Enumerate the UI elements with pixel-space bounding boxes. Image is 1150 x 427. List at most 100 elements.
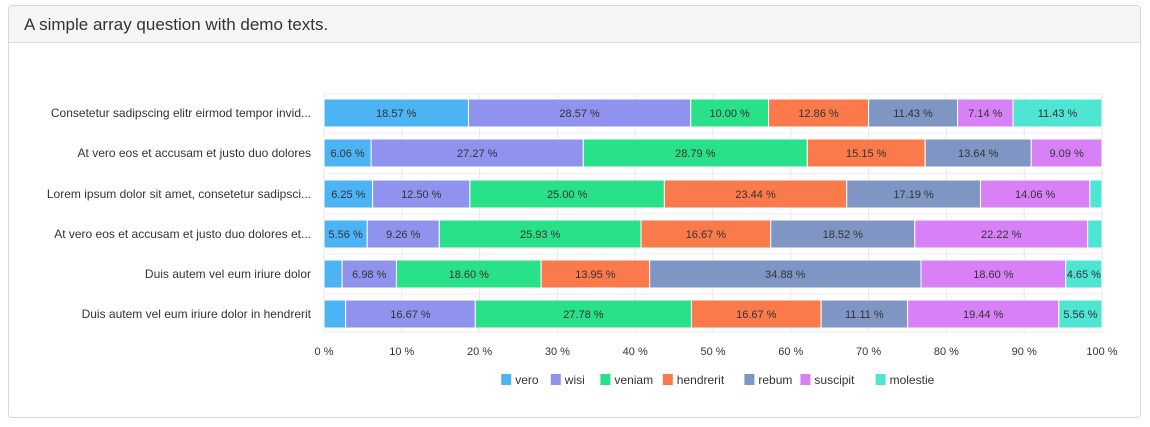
legend-swatch	[501, 374, 512, 385]
bar-segment	[582, 138, 808, 168]
x-tick-label: 70 %	[856, 346, 881, 358]
data-label: 4.65 %	[1067, 269, 1101, 281]
data-label: 5.56 %	[1063, 309, 1097, 321]
data-label: 10.00 %	[709, 108, 750, 120]
data-label: 23.44 %	[735, 189, 776, 201]
bar-segment	[649, 259, 922, 289]
data-label: 18.57 %	[376, 108, 417, 120]
category-label: Duis autem vel eum iriure dolor in hendr…	[82, 307, 312, 321]
x-tick-label: 90 %	[1012, 346, 1037, 358]
data-label: 25.00 %	[547, 189, 588, 201]
legend-swatch	[800, 374, 811, 385]
data-label: 14.06 %	[1015, 189, 1056, 201]
bar-segment	[820, 299, 909, 329]
legend-label: veniam	[614, 373, 653, 387]
x-tick-label: 60 %	[778, 346, 803, 358]
data-label: 17.19 %	[893, 189, 934, 201]
category-label: Lorem ipsum dolor sit amet, consetetur s…	[47, 187, 311, 201]
bar-segment	[370, 138, 584, 168]
legend-label: hendrerit	[677, 373, 725, 387]
data-label: 6.06 %	[330, 148, 364, 160]
data-label: 25.93 %	[520, 229, 561, 241]
data-label: 18.60 %	[973, 269, 1014, 281]
bar-segment	[323, 179, 374, 209]
bar-segment	[467, 98, 692, 128]
legend-label: suscipit	[814, 373, 855, 387]
bar-segment	[341, 259, 397, 289]
bar-segment	[768, 98, 870, 128]
legend-swatch	[550, 374, 561, 385]
data-label: 9.26 %	[386, 229, 420, 241]
data-label: 28.79 %	[675, 148, 716, 160]
category-label: At vero eos et accusam et justo duo dolo…	[78, 146, 311, 160]
bar-segment	[323, 98, 469, 128]
bar-segment	[1030, 138, 1103, 168]
category-label: Duis autem vel eum iriure dolor	[145, 267, 311, 281]
bar-segment	[770, 219, 916, 249]
bar-segment	[907, 299, 1060, 329]
bar-segment	[690, 98, 770, 128]
x-tick-label: 10 %	[389, 346, 414, 358]
bar-segment	[323, 259, 343, 289]
data-label: 16.67 %	[736, 309, 777, 321]
legend-label: rebum	[758, 373, 792, 387]
legend-label: wisi	[564, 373, 585, 387]
bar-segment	[1087, 219, 1103, 249]
legend-swatch	[744, 374, 755, 385]
bar-segment	[323, 219, 368, 249]
data-label: 12.50 %	[401, 189, 442, 201]
data-label: 11.43 %	[893, 108, 933, 120]
bar-segment	[372, 179, 471, 209]
data-label: 16.67 %	[686, 229, 727, 241]
data-label: 28.57 %	[559, 108, 600, 120]
category-label: Consetetur sadipscing elitr eirmod tempo…	[51, 106, 311, 120]
x-tick-label: 40 %	[623, 346, 648, 358]
data-label: 9.09 %	[1050, 148, 1084, 160]
x-tick-label: 30 %	[545, 346, 570, 358]
data-label: 5.56 %	[329, 229, 363, 241]
legend-label: molestie	[890, 373, 935, 387]
data-label: 13.64 %	[958, 148, 999, 160]
data-label: 18.52 %	[823, 229, 864, 241]
x-tick-label: 50 %	[700, 346, 725, 358]
bar-segment	[663, 179, 848, 209]
bar-segment	[469, 179, 665, 209]
data-label: 18.60 %	[449, 269, 490, 281]
bar-segment	[690, 299, 822, 329]
data-label: 11.11 %	[845, 309, 884, 321]
data-label: 6.98 %	[352, 269, 386, 281]
x-tick-label: 0 %	[315, 346, 334, 358]
bar-segment	[806, 138, 926, 168]
bar-segment	[924, 138, 1032, 168]
bar-segment	[1065, 259, 1103, 289]
bar-segment	[868, 98, 959, 128]
data-label: 12.86 %	[798, 108, 839, 120]
data-label: 34.88 %	[765, 269, 806, 281]
legend-swatch	[875, 374, 886, 385]
x-tick-label: 80 %	[934, 346, 959, 358]
x-tick-label: 20 %	[467, 346, 492, 358]
question-title: A simple array question with demo texts.	[9, 6, 1140, 43]
legend-label: vero	[515, 373, 539, 387]
category-label: At vero eos et accusam et justo duo dolo…	[54, 227, 311, 241]
bar-segment	[914, 219, 1089, 249]
bar-segment	[1089, 179, 1103, 209]
legend-swatch	[662, 374, 673, 385]
data-label: 27.78 %	[563, 309, 604, 321]
bar-segment	[474, 299, 692, 329]
data-label: 15.15 %	[846, 148, 887, 160]
legend-swatch	[600, 374, 611, 385]
question-panel: A simple array question with demo texts.	[8, 5, 1141, 418]
bar-segment	[1058, 299, 1103, 329]
bar-segment	[438, 219, 642, 249]
data-label: 19.44 %	[963, 309, 1004, 321]
bar-segment	[1012, 98, 1103, 128]
bar-segment	[323, 299, 347, 329]
data-label: 16.67 %	[390, 309, 431, 321]
data-label: 13.95 %	[575, 269, 616, 281]
data-label: 6.25 %	[331, 189, 365, 201]
data-label: 27.27 %	[457, 148, 498, 160]
data-label: 22.22 %	[981, 229, 1022, 241]
bar-segment	[366, 219, 440, 249]
